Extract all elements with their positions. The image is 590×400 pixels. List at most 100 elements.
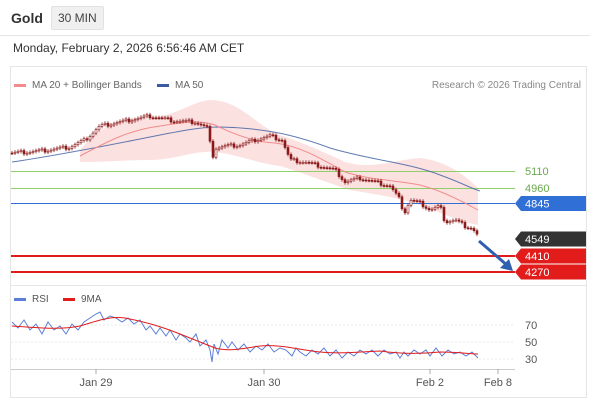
bollinger-band (80, 100, 478, 225)
candle-body (268, 134, 272, 137)
candle-body (28, 152, 32, 154)
candle-body (193, 122, 197, 125)
candle-body (391, 185, 395, 190)
rsi-legend-swatch (14, 298, 26, 301)
candle-body (124, 118, 128, 121)
legend-label-ma50: MA 50 (175, 80, 204, 91)
candle-body (238, 145, 242, 147)
candle-body (241, 143, 245, 146)
candle-body (397, 192, 401, 198)
candle-body (217, 147, 221, 150)
legend-swatch-ma50 (157, 84, 169, 87)
candle-body (274, 134, 278, 141)
candle-body (403, 208, 407, 214)
candle-body (163, 117, 167, 120)
candle-body (469, 227, 473, 230)
candle-body (97, 126, 101, 131)
candle-body (91, 132, 95, 137)
candle-body (58, 146, 62, 149)
level-label-4960: 4960 (525, 183, 549, 195)
candle-body (205, 125, 209, 127)
candle-body (334, 167, 338, 170)
rsi-line (11, 311, 479, 363)
candle-body (196, 122, 200, 125)
svg-text:4410: 4410 (525, 251, 549, 263)
candle-body (160, 117, 164, 120)
candle-body (73, 144, 77, 147)
rsi-9ma-line (11, 317, 479, 355)
candle-body (130, 120, 134, 123)
candle-body (370, 180, 374, 182)
candle-body (43, 148, 47, 153)
candle-body (412, 200, 416, 202)
candle-body (10, 152, 14, 155)
candle-body (445, 220, 449, 224)
svg-text:4549: 4549 (525, 234, 549, 246)
candle-body (466, 227, 470, 230)
candle-body (376, 180, 380, 183)
candle-body (328, 167, 332, 170)
level-tag-4270: 4270 (515, 264, 586, 280)
candle-body (373, 180, 377, 182)
candle-body (211, 140, 215, 158)
candle-body (442, 207, 446, 221)
candle-body (448, 221, 452, 224)
candle-body (25, 152, 29, 155)
candle-body (226, 144, 230, 146)
rsi-tick-50: 50 (525, 337, 537, 349)
candle-body (214, 148, 218, 158)
candle-body (382, 185, 386, 187)
candle-body (304, 161, 308, 164)
legend-swatch-ma20 (14, 84, 26, 87)
candle-body (433, 207, 437, 210)
ma50-line (11, 126, 481, 192)
candle-body (79, 140, 83, 143)
candle-body (187, 119, 191, 122)
candle-body (475, 230, 479, 235)
candle-body (64, 145, 68, 150)
candle-body (106, 122, 110, 127)
candle-body (310, 162, 314, 164)
level-tag-4845: 4845 (515, 196, 586, 211)
x-tick-feb8: Feb 8 (484, 377, 512, 389)
candle-body (307, 161, 311, 164)
candle-body (262, 137, 266, 140)
candle-body (337, 169, 341, 177)
candle-body (316, 162, 320, 168)
timestamp: Monday, February 2, 2026 6:56:46 AM CET (13, 41, 245, 55)
candle-body (379, 180, 383, 186)
candle-body (463, 222, 467, 229)
candle-body (361, 179, 365, 182)
candle-body (55, 147, 59, 150)
candle-body (136, 118, 140, 120)
candle-body (343, 179, 347, 183)
candle-body (256, 140, 260, 143)
timeframe-selector[interactable]: 30 MIN (51, 6, 104, 30)
candle-body (340, 176, 344, 180)
x-tick-feb2: Feb 2 (416, 377, 444, 389)
candle-body (439, 205, 443, 208)
candle-body (118, 121, 122, 123)
candle-body (70, 146, 74, 149)
candle-body (427, 208, 431, 211)
candle-body (223, 145, 227, 148)
candle-body (100, 124, 104, 127)
candle-body (358, 176, 362, 181)
candle-body (232, 143, 236, 148)
candle-body (109, 124, 113, 127)
candle-body (157, 117, 161, 120)
projection-arrow-head (500, 259, 513, 271)
rsi-legend-label: RSI (32, 294, 49, 305)
candle-body (88, 136, 92, 141)
candle-body (169, 117, 173, 123)
asset-title: Gold (11, 10, 43, 26)
legend-ma50: MA 50 (157, 80, 203, 91)
candle-body (421, 200, 425, 208)
candle-body (436, 205, 440, 208)
candle-body (295, 158, 299, 164)
rsi-tick-30: 30 (525, 354, 537, 366)
candle-body (181, 120, 185, 123)
candle-body (220, 146, 224, 149)
candle-body (451, 220, 455, 222)
